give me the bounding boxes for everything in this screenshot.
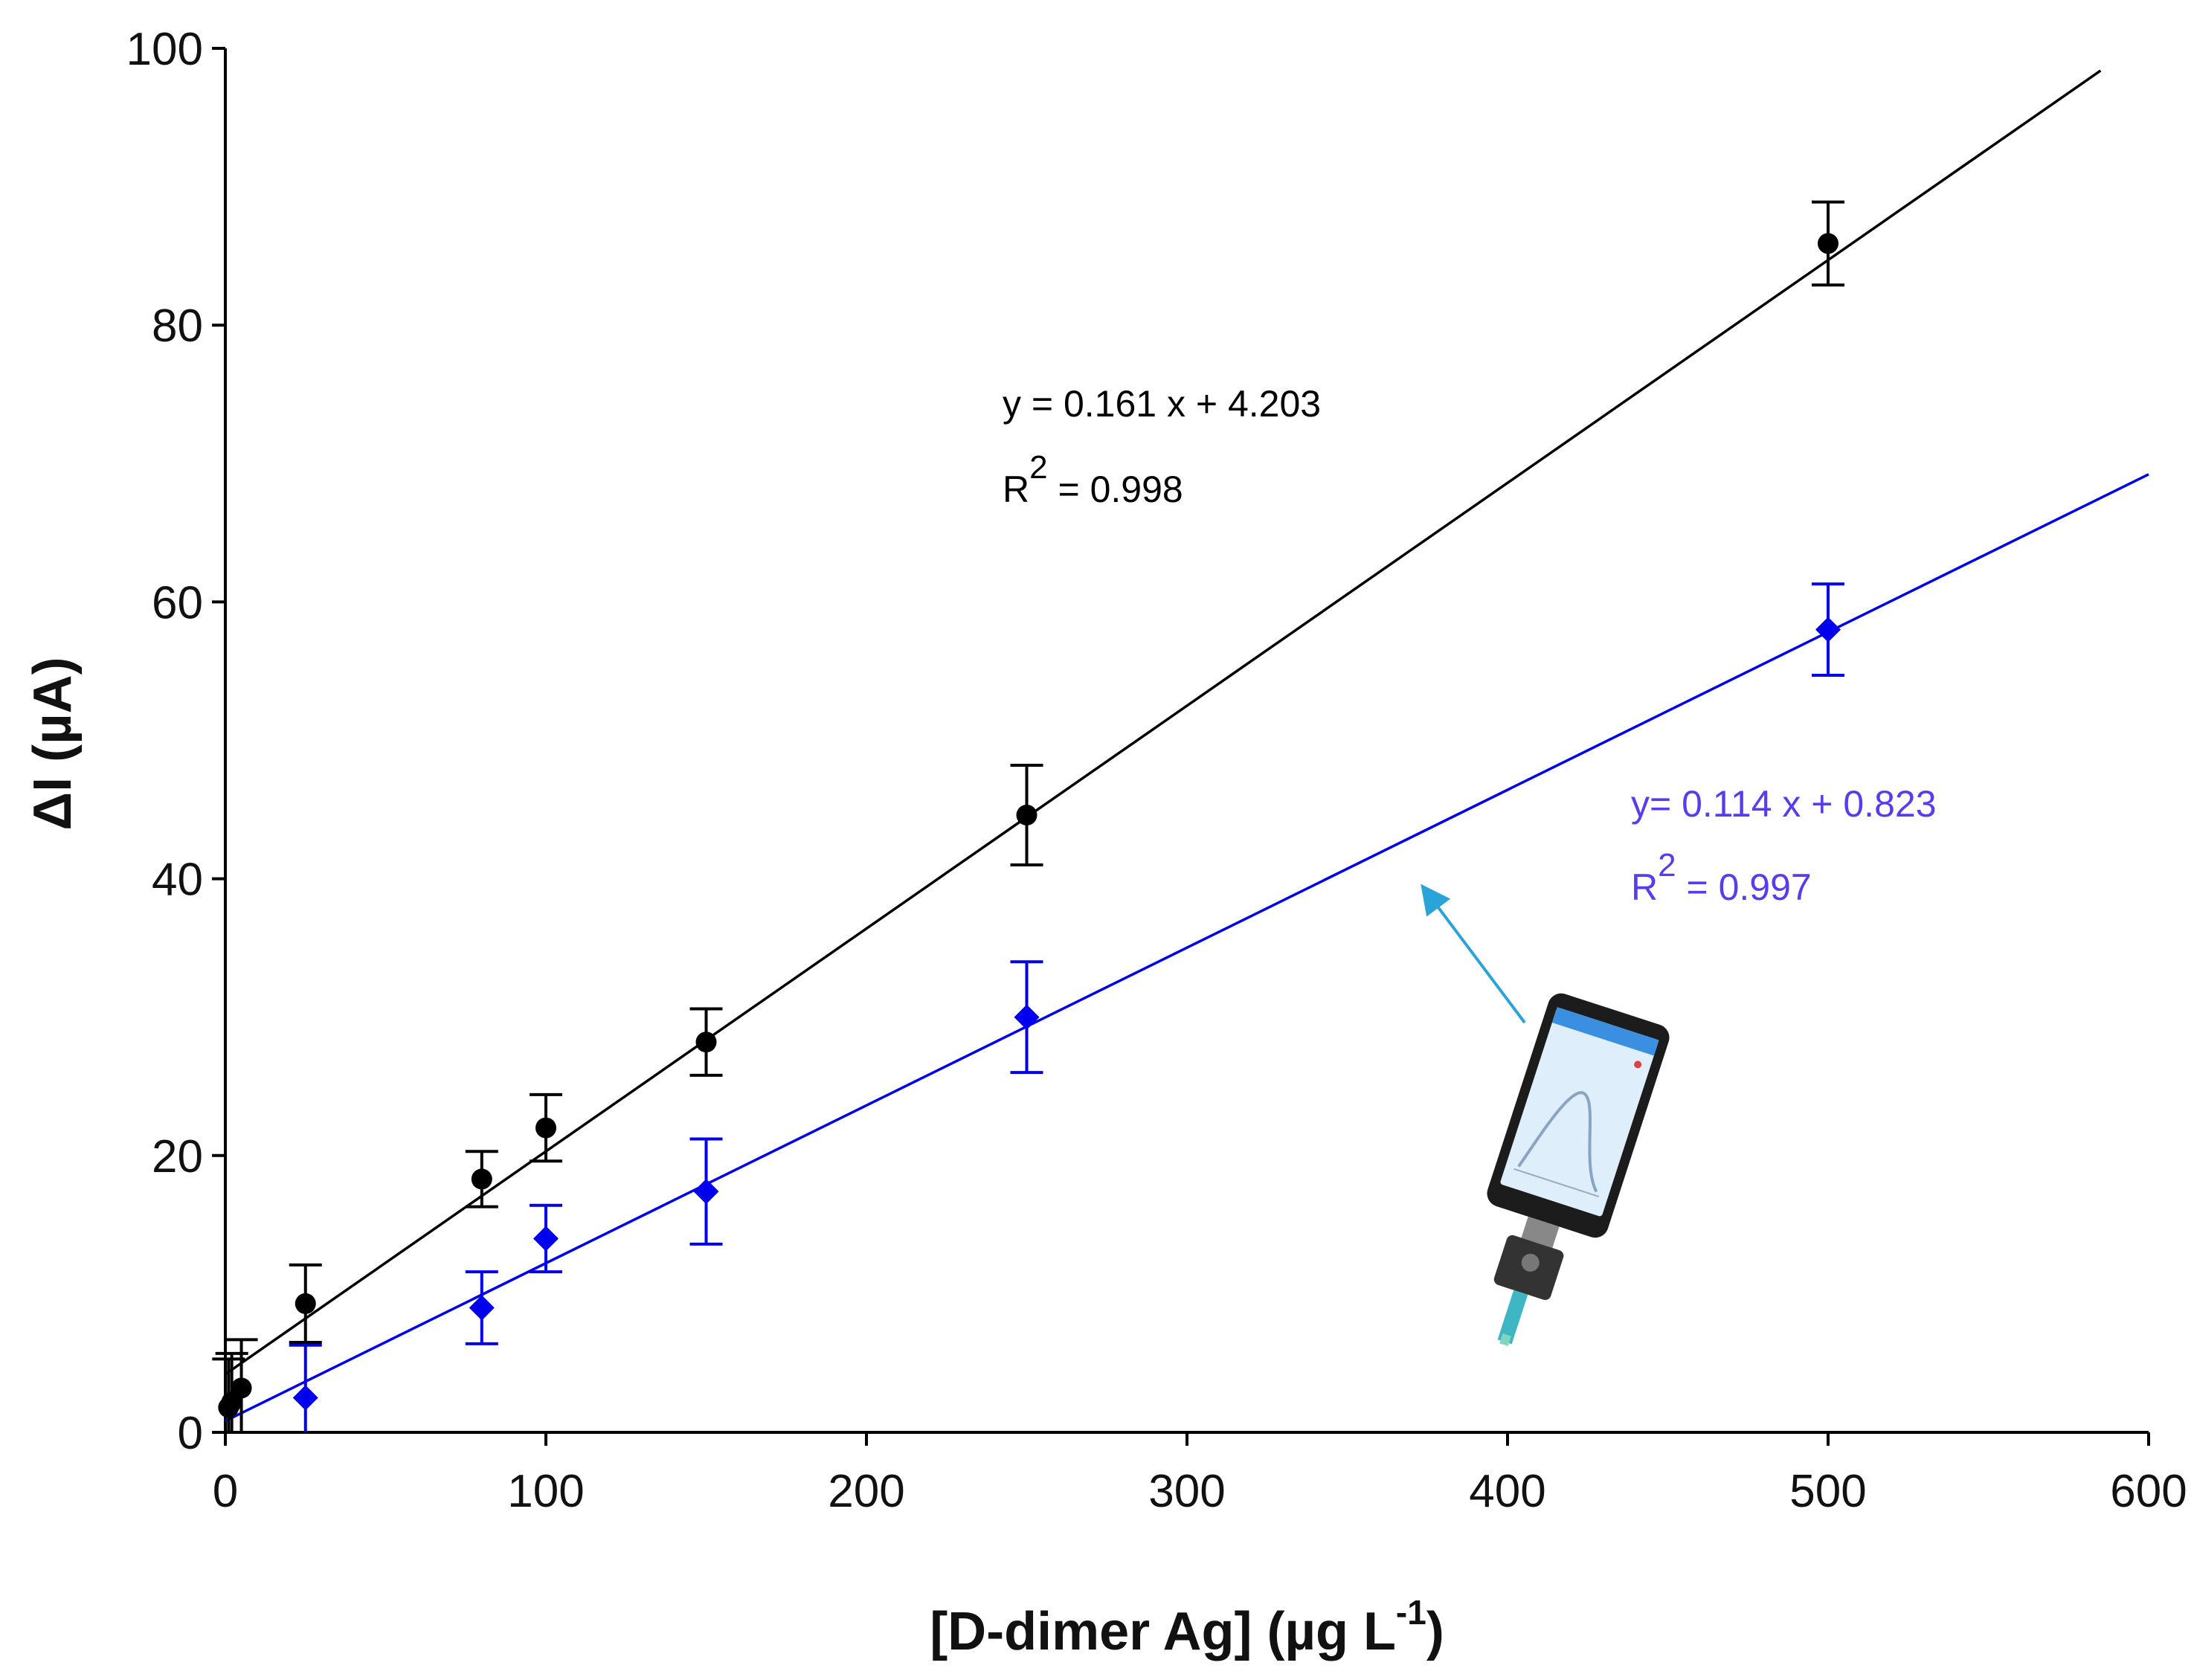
x-axis-title-end: ) [1426, 1602, 1444, 1661]
black-data-point [1016, 804, 1038, 825]
black-data-point [471, 1168, 492, 1190]
blue-data-point [292, 1385, 318, 1411]
phone-app-bar [1551, 1007, 1659, 1056]
sensor-strip-tip [1499, 1333, 1511, 1346]
y-axis-title: ΔI (µA) [23, 657, 83, 830]
black-fit-equation: y = 0.161 x + 4.203 R2 = 0.998 [1003, 383, 1321, 510]
blue-data-point [1815, 617, 1841, 643]
black-r2-superscript: 2 [1029, 449, 1047, 486]
phone-screen-axis [1513, 1168, 1600, 1197]
blue-fit-equation: y= 0.114 x + 0.823 R2 = 0.997 [1631, 783, 1937, 908]
black-r2-value: = 0.998 [1048, 469, 1183, 510]
ticks: 0 100 200 300 400 500 600 0 20 40 60 80 100 [126, 24, 2187, 1517]
black-fit-line [225, 69, 2102, 1376]
y-tick-label: 60 [152, 577, 203, 628]
black-data-point [295, 1293, 316, 1314]
fit-lines [225, 69, 2149, 1423]
black-data-point [535, 1117, 556, 1139]
y-tick-label: 0 [178, 1408, 203, 1459]
x-tick-label: 500 [1789, 1466, 1866, 1517]
x-axis-title-superscript: -1 [1396, 1593, 1426, 1632]
black-r2-label: R [1003, 469, 1029, 510]
phone-arrow [1421, 884, 1526, 1024]
black-equation-text: y = 0.161 x + 4.203 [1003, 383, 1321, 425]
x-axis-title: [D-dimer Ag] (µg L-1) [930, 1593, 1444, 1661]
data-points [218, 233, 1841, 1418]
y-tick-label: 20 [152, 1131, 203, 1182]
blue-r2-value: = 0.997 [1676, 866, 1812, 908]
blue-r2-label: R [1631, 866, 1658, 908]
potentiostat-button [1521, 1253, 1540, 1272]
x-tick-label: 600 [2110, 1466, 2187, 1517]
x-axis-title-text: [D-dimer Ag] (µg L [930, 1602, 1396, 1661]
x-tick-label: 400 [1469, 1466, 1545, 1517]
x-tick-label: 0 [213, 1466, 238, 1517]
sensor-strip [1497, 1290, 1528, 1345]
phone-screen-curve [1517, 1091, 1598, 1193]
y-tick-label: 100 [126, 24, 203, 75]
blue-data-point [533, 1226, 559, 1252]
blue-data-point [469, 1295, 495, 1321]
x-tick-label: 300 [1148, 1466, 1225, 1517]
blue-r2-superscript: 2 [1658, 847, 1676, 884]
y-tick-label: 40 [152, 855, 203, 906]
blue-fit-line [225, 473, 2149, 1423]
blue-data-point [693, 1179, 719, 1205]
black-data-point [695, 1032, 717, 1053]
smartphone-with-sensor-icon [1487, 993, 1670, 1346]
potentiostat-connector [1521, 1216, 1560, 1248]
phone-screen-dot [1634, 1061, 1642, 1069]
blue-r2-text: R2 = 0.997 [1631, 847, 1812, 908]
axes [224, 48, 2149, 1434]
phone-screen [1500, 1008, 1659, 1217]
y-tick-label: 80 [152, 300, 203, 352]
black-r2-text: R2 = 0.998 [1003, 449, 1183, 510]
x-tick-label: 200 [828, 1466, 904, 1517]
blue-data-point [1014, 1004, 1040, 1030]
blue-equation-text: y= 0.114 x + 0.823 [1631, 783, 1937, 825]
black-data-point [231, 1377, 252, 1399]
black-data-point [1818, 233, 1838, 254]
x-tick-label: 100 [507, 1466, 584, 1517]
